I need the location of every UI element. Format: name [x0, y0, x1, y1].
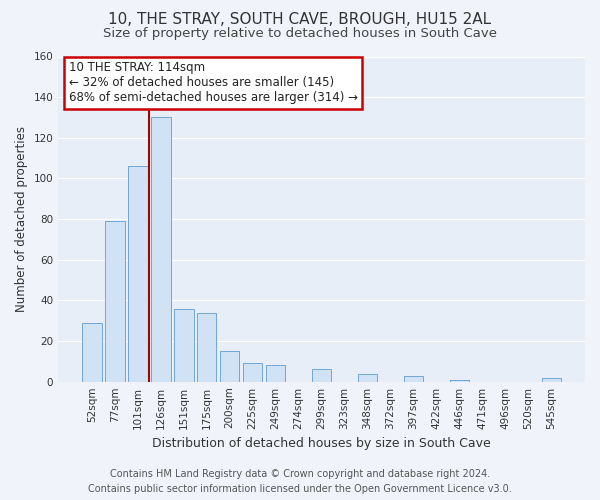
Bar [358, 374, 377, 382]
Bar [197, 312, 217, 382]
Bar [174, 308, 194, 382]
Bar [404, 376, 423, 382]
Text: Contains HM Land Registry data © Crown copyright and database right 2024.
Contai: Contains HM Land Registry data © Crown c… [88, 469, 512, 494]
Text: 10, THE STRAY, SOUTH CAVE, BROUGH, HU15 2AL: 10, THE STRAY, SOUTH CAVE, BROUGH, HU15 … [109, 12, 491, 28]
Bar [105, 221, 125, 382]
Bar [243, 364, 262, 382]
Bar [449, 380, 469, 382]
X-axis label: Distribution of detached houses by size in South Cave: Distribution of detached houses by size … [152, 437, 491, 450]
Bar [82, 322, 101, 382]
Y-axis label: Number of detached properties: Number of detached properties [15, 126, 28, 312]
Bar [151, 118, 170, 382]
Text: Size of property relative to detached houses in South Cave: Size of property relative to detached ho… [103, 28, 497, 40]
Text: 10 THE STRAY: 114sqm
← 32% of detached houses are smaller (145)
68% of semi-deta: 10 THE STRAY: 114sqm ← 32% of detached h… [69, 62, 358, 104]
Bar [312, 370, 331, 382]
Bar [542, 378, 561, 382]
Bar [128, 166, 148, 382]
Bar [220, 351, 239, 382]
Bar [266, 366, 286, 382]
